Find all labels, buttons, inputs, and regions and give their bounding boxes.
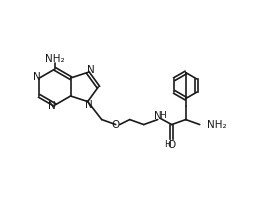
- Text: O: O: [168, 140, 176, 150]
- Text: N: N: [85, 100, 93, 110]
- Text: NH₂: NH₂: [45, 54, 65, 64]
- Text: O: O: [111, 120, 120, 130]
- Text: H: H: [164, 140, 171, 149]
- Text: N: N: [48, 101, 56, 111]
- Text: N: N: [33, 72, 40, 82]
- Text: H: H: [159, 111, 166, 120]
- Text: NH₂: NH₂: [207, 120, 226, 130]
- Text: N: N: [87, 65, 95, 75]
- Text: N: N: [154, 111, 162, 121]
